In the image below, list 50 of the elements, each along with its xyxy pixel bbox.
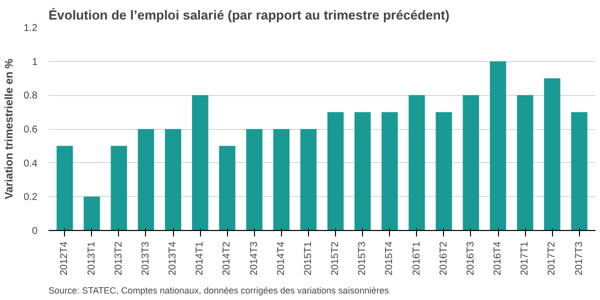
bar — [273, 129, 290, 230]
bar — [246, 129, 262, 230]
x-tick-label: 2013T2 — [113, 241, 124, 276]
y-tick-label: 0.6 — [24, 124, 38, 136]
y-axis-title: Variation trimestrielle en % — [4, 58, 16, 200]
bar — [138, 129, 154, 230]
x-tick-label: 2013T3 — [140, 241, 152, 276]
x-tick-label: 2016T1 — [411, 241, 422, 276]
y-tick-label: 0 — [32, 226, 38, 237]
bar — [164, 129, 182, 230]
x-tick-label: 2014T1 — [194, 241, 206, 276]
bar — [571, 112, 588, 230]
bar — [408, 95, 425, 230]
x-tick-label: 2014T4 — [276, 241, 287, 276]
bar — [300, 129, 317, 230]
x-tick-label: 2014T3 — [248, 241, 260, 276]
x-tick-label: 2015T3 — [357, 241, 368, 276]
bar — [56, 146, 73, 230]
bar — [192, 95, 208, 230]
x-tick-label: 2014T2 — [222, 241, 233, 276]
chart-title: Évolution de l’emploi salarié (par rapport au trimestre précédent) — [48, 8, 450, 22]
x-tick-label: 2016T3 — [465, 241, 476, 276]
bar — [544, 78, 560, 230]
x-tick-label: 2016T4 — [492, 241, 504, 276]
bar — [490, 61, 506, 230]
y-tick-label: 0.4 — [24, 158, 38, 170]
source-note: Source: STATEC, Comptes nationaux, données corrigées des variations saisonnières — [48, 286, 390, 296]
y-tick-label: 1.2 — [24, 23, 38, 34]
x-tick-label: 2013T1 — [86, 241, 98, 276]
x-tick-label: 2015T2 — [330, 241, 342, 276]
x-tick-label: 2015T4 — [384, 241, 396, 276]
x-tick-label: 2017T1 — [520, 241, 531, 276]
y-tick-label: 1 — [32, 56, 38, 68]
x-tick-label: 2013T4 — [168, 241, 179, 276]
x-tick-label: 2015T1 — [302, 241, 314, 276]
x-tick-label: 2016T2 — [438, 241, 450, 276]
bar — [110, 146, 128, 230]
x-tick-label: 2012T4 — [59, 241, 70, 276]
bar — [436, 112, 452, 230]
bar — [382, 112, 398, 230]
x-tick-label: 2017T2 — [546, 241, 558, 276]
bar — [516, 95, 534, 230]
bar — [327, 112, 344, 230]
y-tick-label: 0.8 — [24, 90, 38, 102]
y-tick-label: 0.2 — [24, 192, 38, 204]
x-tick-label: 2017T3 — [574, 241, 585, 276]
bar — [462, 95, 480, 230]
bar — [84, 196, 100, 230]
bar — [219, 146, 236, 230]
bar — [354, 112, 371, 230]
